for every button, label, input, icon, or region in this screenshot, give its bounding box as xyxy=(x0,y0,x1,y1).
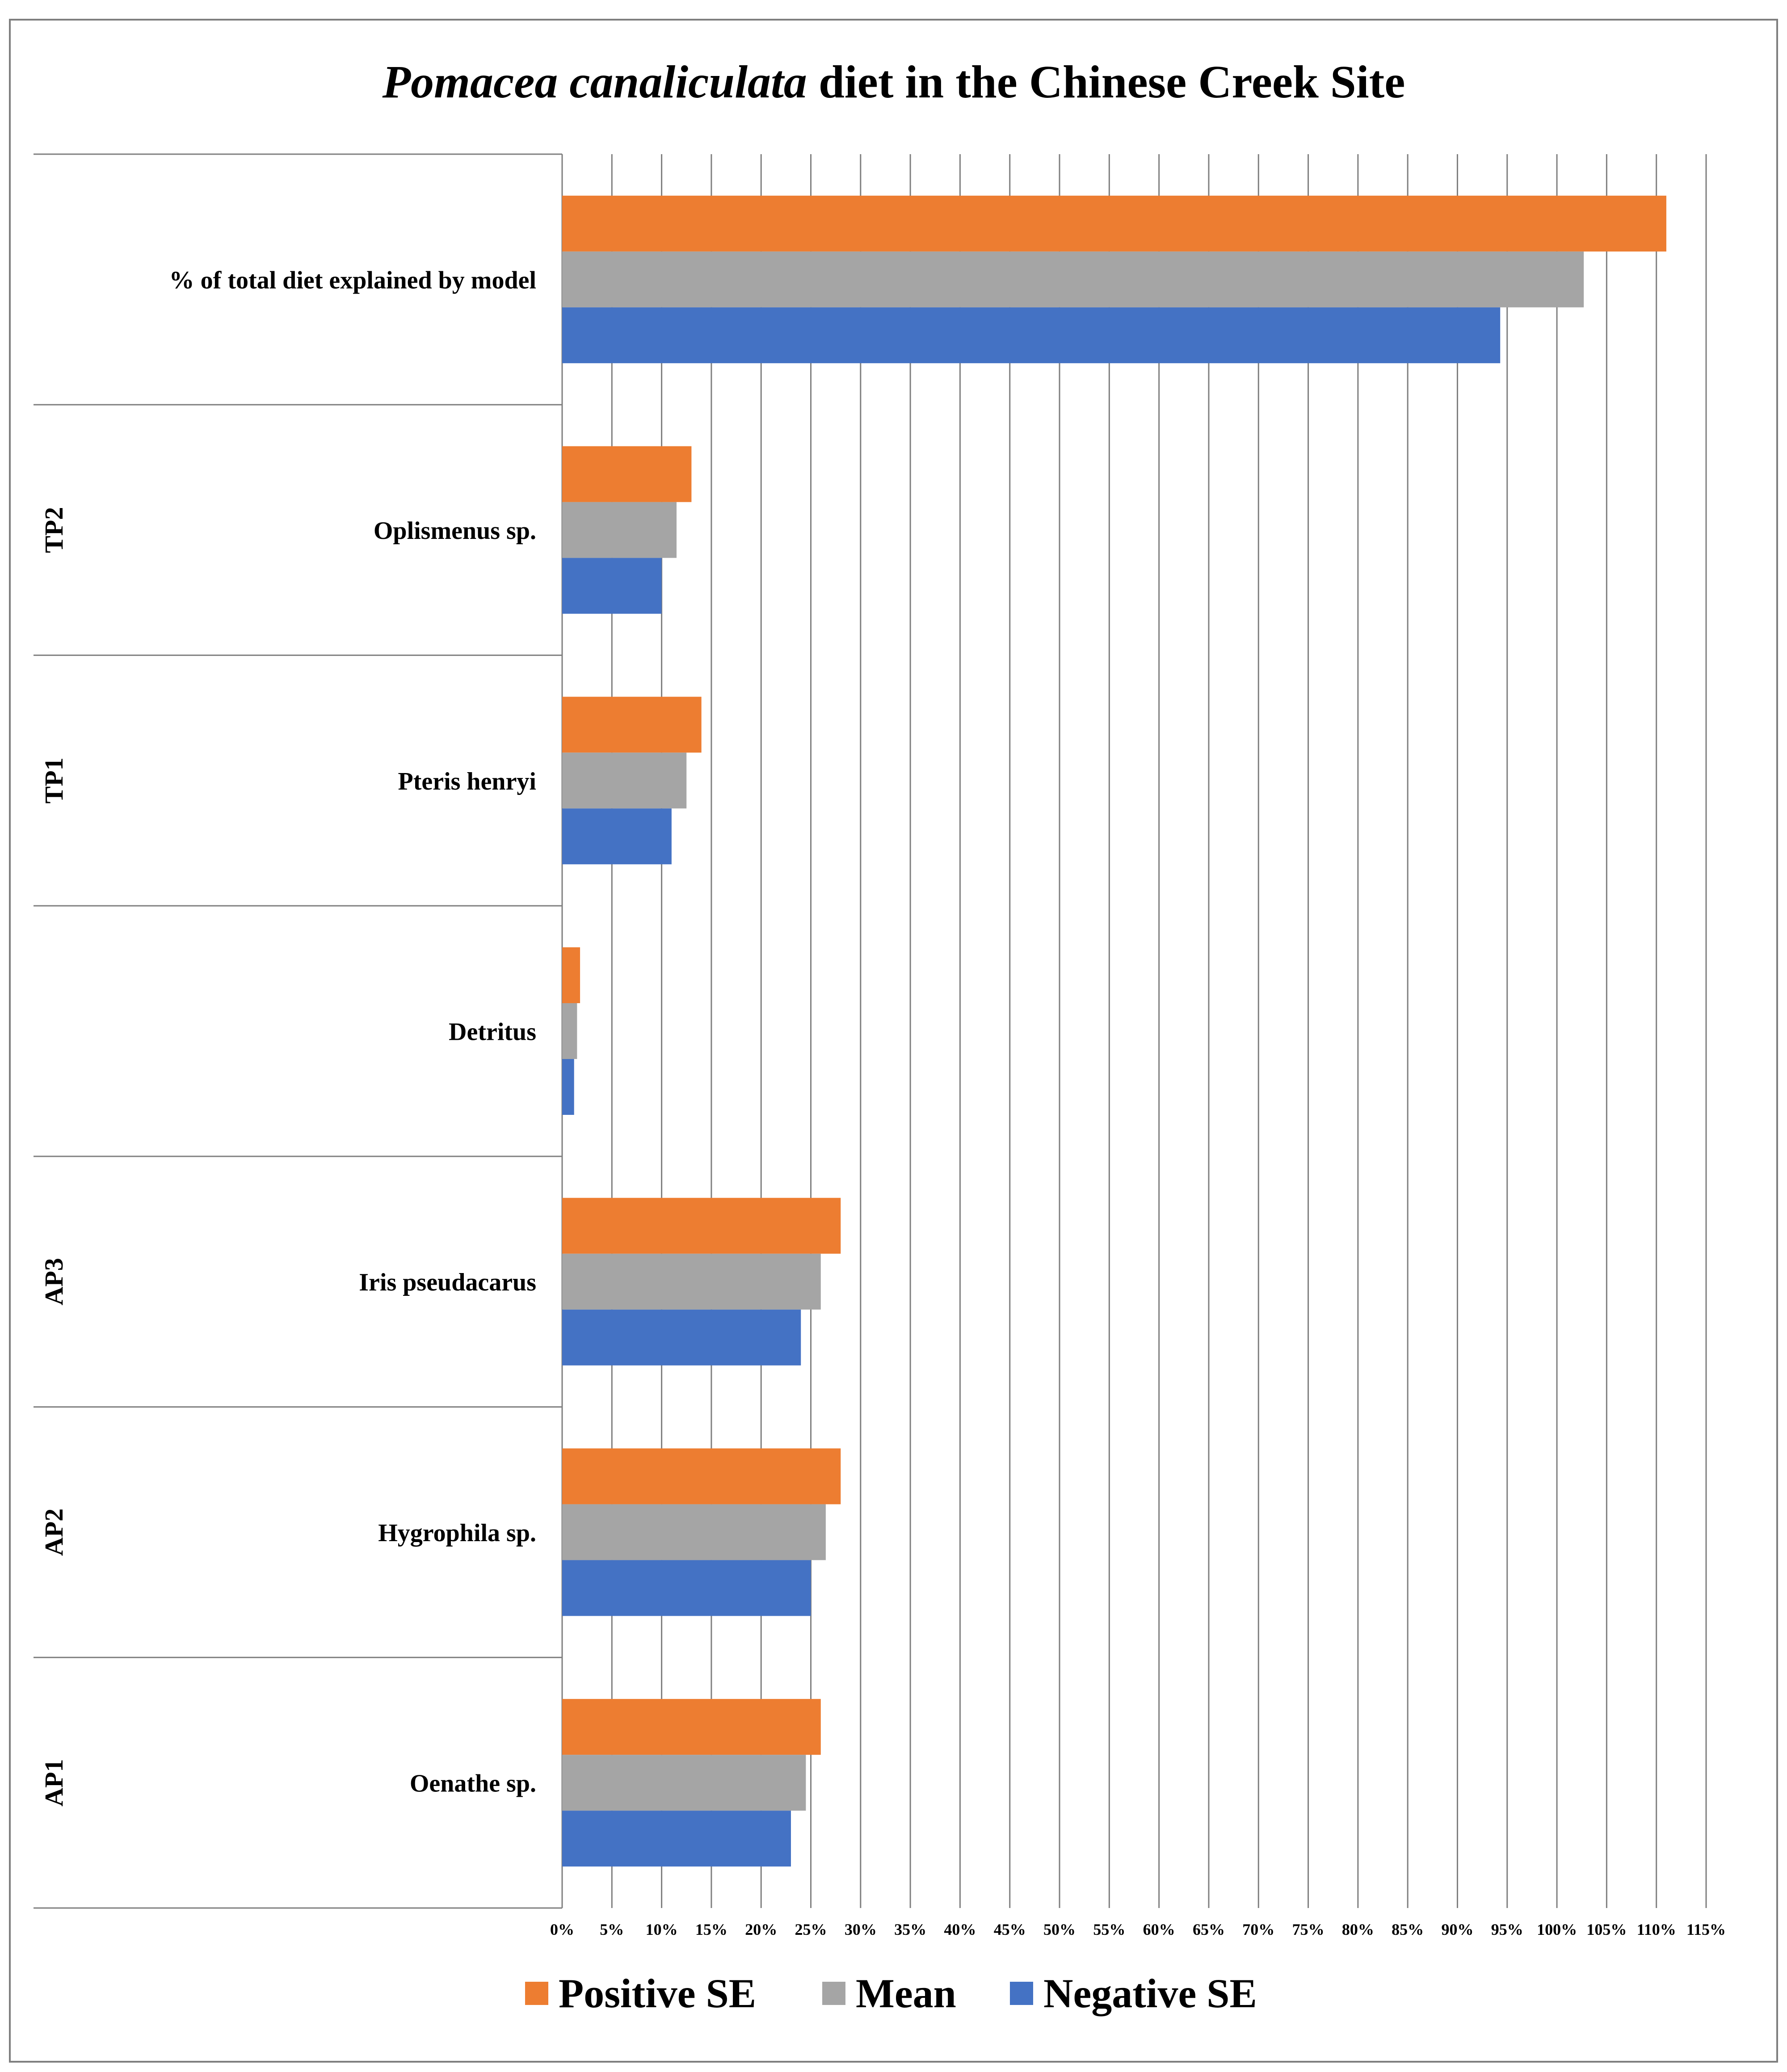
bar-negative-se-oenathe-sp xyxy=(562,1811,791,1867)
bar-positive-se-hygrophila-sp xyxy=(562,1448,841,1505)
category-label: Pteris henryi xyxy=(398,768,536,795)
category-label: Oplismenus sp. xyxy=(374,517,536,545)
x-tick-label: 55% xyxy=(1093,1921,1125,1938)
x-tick-label: 0% xyxy=(550,1921,574,1938)
bar-positive-se-oplismenus-sp xyxy=(562,446,692,502)
group-label: TP2 xyxy=(39,507,68,553)
x-tick-label: 40% xyxy=(944,1921,976,1938)
x-tick-label: 20% xyxy=(745,1921,777,1938)
bar-mean-detritus xyxy=(562,1003,577,1059)
bar-positive-se-oenathe-sp xyxy=(562,1699,821,1755)
bar-negative-se-detritus xyxy=(562,1059,574,1115)
bar-positive-se-detritus xyxy=(562,947,580,1003)
group-label: AP1 xyxy=(39,1759,68,1806)
x-tick-label: 110% xyxy=(1637,1921,1676,1938)
x-tick-label: 90% xyxy=(1441,1921,1473,1938)
bar-negative-se-hygrophila-sp xyxy=(562,1560,811,1616)
x-tick-label: 70% xyxy=(1242,1921,1274,1938)
category-label: Detritus xyxy=(449,1018,536,1046)
x-tick-label: 85% xyxy=(1392,1921,1424,1938)
category-label: % of total diet explained by model xyxy=(169,266,536,294)
bar-mean-hygrophila-sp xyxy=(562,1504,826,1560)
category-label: Oenathe sp. xyxy=(410,1770,536,1798)
bar-negative-se-iris-pseudacarus xyxy=(562,1309,801,1366)
legend-swatch-negative-se xyxy=(1010,1982,1033,2005)
category-label: Iris pseudacarus xyxy=(359,1269,536,1296)
x-tick-label: 15% xyxy=(695,1921,727,1938)
bar-negative-se-of-total-diet-explained-by-model xyxy=(562,307,1501,363)
x-tick-label: 105% xyxy=(1586,1921,1627,1938)
bar-negative-se-oplismenus-sp xyxy=(562,558,662,614)
bar-mean-of-total-diet-explained-by-model xyxy=(562,251,1584,307)
x-tick-label: 50% xyxy=(1043,1921,1076,1938)
group-label: TP1 xyxy=(39,757,68,803)
category-labels: % of total diet explained by model Oplism… xyxy=(39,266,536,1806)
x-tick-label: 25% xyxy=(795,1921,827,1938)
bars xyxy=(562,195,1666,1867)
category-axis xyxy=(34,153,562,1909)
x-tick-label: 30% xyxy=(845,1921,877,1938)
x-tick-label: 10% xyxy=(646,1921,678,1938)
x-tick-label: 95% xyxy=(1491,1921,1523,1938)
legend: Positive SE Mean Negative SE xyxy=(525,1971,1257,2016)
bar-positive-se-iris-pseudacarus xyxy=(562,1198,841,1254)
legend-swatch-positive-se xyxy=(525,1982,548,2005)
legend-label-negative-se: Negative SE xyxy=(1043,1971,1257,2016)
legend-swatch-mean xyxy=(822,1982,845,2005)
x-tick-label: 115% xyxy=(1686,1921,1726,1938)
category-label: Hygrophila sp. xyxy=(378,1519,536,1547)
bar-mean-oplismenus-sp xyxy=(562,502,677,558)
x-tick-label: 35% xyxy=(894,1921,926,1938)
bar-mean-pteris-henryi xyxy=(562,752,687,809)
chart-title: Pomacea canaliculata diet in the Chinese… xyxy=(382,56,1405,108)
bar-negative-se-pteris-henryi xyxy=(562,808,672,865)
chart-title-italic: Pomacea canaliculata xyxy=(382,56,807,108)
x-axis-ticks: 0% 5% 10% 15% 20% 25% 30% 35% 40% 45% 50% 55% 60% 65%… xyxy=(550,1921,1726,1938)
legend-label-positive-se: Positive SE xyxy=(559,1971,756,2016)
bar-positive-se-of-total-diet-explained-by-model xyxy=(562,195,1666,252)
bar-mean-oenathe-sp xyxy=(562,1755,806,1811)
bar-positive-se-pteris-henryi xyxy=(562,697,702,753)
x-tick-label: 100% xyxy=(1537,1921,1577,1938)
chart-title-rest: diet in the Chinese Creek Site xyxy=(807,56,1405,108)
x-tick-label: 45% xyxy=(994,1921,1026,1938)
group-label: AP3 xyxy=(39,1258,68,1305)
bar-mean-iris-pseudacarus xyxy=(562,1253,821,1310)
x-tick-label: 75% xyxy=(1292,1921,1324,1938)
x-tick-label: 5% xyxy=(600,1921,624,1938)
legend-label-mean: Mean xyxy=(856,1971,956,2016)
x-tick-label: 80% xyxy=(1342,1921,1374,1938)
x-tick-label: 60% xyxy=(1143,1921,1175,1938)
group-label: AP2 xyxy=(39,1509,68,1556)
x-tick-label: 65% xyxy=(1193,1921,1225,1938)
